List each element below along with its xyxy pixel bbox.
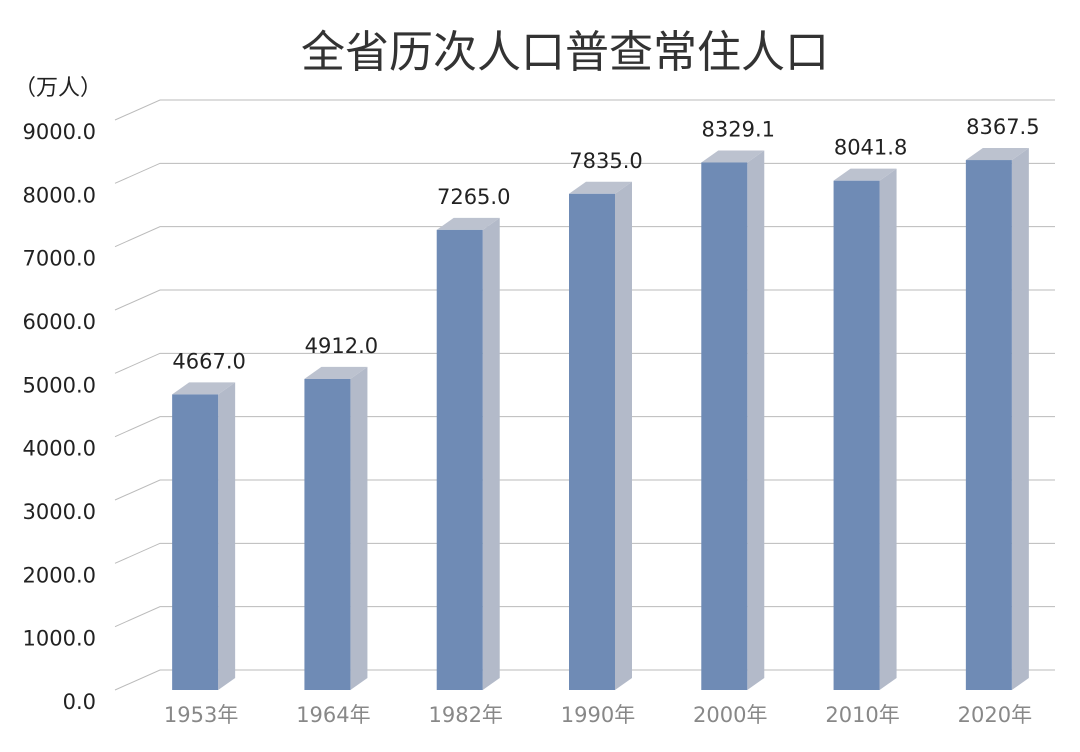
y-tick-label: 3000.0 [23, 500, 96, 524]
y-tick-label: 8000.0 [23, 183, 96, 207]
x-tick-label: 1953年 [164, 703, 238, 727]
value-label: 7835.0 [569, 149, 642, 173]
bar [172, 394, 219, 690]
value-label: 4912.0 [305, 334, 378, 358]
value-label: 8041.8 [834, 136, 907, 160]
bar [965, 160, 1012, 690]
bar [304, 378, 351, 690]
bar-side [218, 382, 236, 690]
y-tick-label: 2000.0 [23, 563, 96, 587]
y-tick-label: 7000.0 [23, 247, 96, 271]
bar [833, 180, 880, 690]
x-tick-label: 1982年 [428, 703, 502, 727]
x-tick-label: 1964年 [296, 703, 370, 727]
y-tick-label: 9000.0 [23, 120, 96, 144]
y-tick-label: 6000.0 [23, 310, 96, 334]
y-tick-label: 4000.0 [23, 437, 96, 461]
bar-top [172, 382, 236, 395]
y-tick-label: 1000.0 [23, 627, 96, 651]
y-tick-label: 0.0 [63, 690, 96, 714]
y-tick-label: 5000.0 [23, 373, 96, 397]
bar-side [482, 217, 500, 690]
bar-top [833, 168, 897, 181]
bar-top [304, 366, 368, 379]
bar [701, 162, 748, 690]
bar-side [615, 181, 632, 691]
bar [436, 229, 483, 690]
bar-top [436, 217, 500, 230]
bar-side [879, 168, 897, 690]
bar-side [350, 366, 368, 690]
value-label: 8329.1 [702, 117, 775, 141]
unit-label: （万人） [14, 76, 102, 101]
bar-side [747, 150, 765, 690]
grid-line [114, 99, 1055, 121]
bar-top [965, 148, 1029, 161]
x-tick-label: 2020年 [958, 703, 1032, 727]
bar [569, 193, 615, 691]
value-label: 7265.0 [437, 185, 510, 209]
x-tick-label: 1990年 [561, 703, 635, 727]
chart-title: 全省历次人口普查常住人口 [301, 27, 829, 78]
bar-top [701, 150, 765, 163]
bar-top [569, 181, 632, 194]
value-label: 4667.0 [172, 349, 245, 373]
x-tick-label: 2000年 [693, 703, 767, 727]
bar-side [1011, 148, 1029, 690]
value-label: 8367.5 [966, 115, 1039, 139]
x-tick-label: 2010年 [825, 703, 899, 727]
